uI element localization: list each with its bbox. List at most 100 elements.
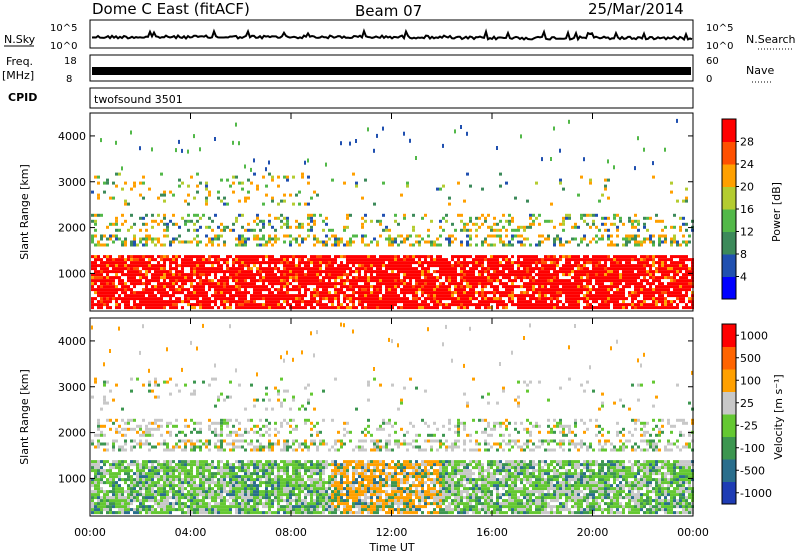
echo-cell — [163, 276, 166, 280]
echo-cell — [106, 472, 109, 476]
echo-cell — [262, 267, 265, 271]
echo-cell — [259, 270, 262, 274]
echo-cell — [298, 297, 301, 301]
echo-cell — [631, 297, 634, 301]
echo-cell — [568, 255, 571, 259]
echo-cell — [280, 294, 283, 298]
echo-cell — [574, 258, 577, 262]
echo-cell — [208, 225, 211, 229]
echo-cell — [178, 508, 181, 512]
echo-cell — [379, 267, 382, 271]
echo-cell — [115, 264, 118, 268]
echo-cell — [223, 487, 226, 491]
echo-cell — [391, 276, 394, 280]
echo-cell — [157, 383, 160, 387]
echo-cell — [316, 193, 319, 197]
echo-cell — [229, 297, 232, 301]
echo-cell — [658, 261, 661, 265]
echo-cell — [310, 261, 313, 265]
echo-cell — [460, 291, 463, 295]
echo-cell — [229, 294, 232, 298]
echo-cell — [220, 442, 223, 446]
echo-cell — [334, 234, 337, 238]
echo-cell — [172, 460, 175, 464]
echo-cell — [358, 288, 361, 292]
echo-cell — [133, 508, 136, 512]
echo-cell — [151, 219, 154, 223]
echo-cell — [364, 261, 367, 265]
echo-cell — [289, 261, 292, 265]
echo-cell — [454, 228, 457, 232]
echo-cell — [379, 264, 382, 268]
echo-cell — [673, 282, 676, 286]
echo-cell — [148, 469, 151, 473]
echo-cell — [670, 303, 673, 307]
echo-cell — [427, 228, 430, 232]
echo-cell — [418, 258, 421, 262]
echo-cell — [508, 222, 511, 226]
echo-cell — [520, 255, 523, 259]
echo-cell — [196, 460, 199, 464]
echo-cell — [448, 261, 451, 265]
echo-cell — [187, 193, 190, 197]
echo-cell — [280, 291, 283, 295]
echo-cell — [295, 237, 298, 241]
echo-cell — [373, 306, 376, 310]
echo-cell — [559, 270, 562, 274]
echo-cell — [163, 463, 166, 467]
echo-cell — [616, 285, 619, 289]
echo-cell — [232, 300, 235, 304]
echo-cell — [130, 213, 133, 217]
echo-cell — [496, 267, 499, 271]
echo-cell — [124, 460, 127, 464]
echo-cell — [574, 297, 577, 301]
echo-cell — [193, 288, 196, 292]
echo-cell — [205, 475, 208, 479]
echo-cell — [187, 484, 190, 488]
echo-cell — [370, 306, 373, 310]
echo-cell — [211, 460, 214, 464]
echo-cell — [166, 466, 169, 470]
echo-cell — [664, 273, 667, 277]
echo-cell — [394, 288, 397, 292]
echo-cell — [154, 460, 157, 464]
echo-cell — [361, 225, 364, 229]
echo-cell — [553, 273, 556, 277]
echo-cell — [217, 225, 220, 229]
echo-cell — [493, 285, 496, 289]
echo-cell — [634, 294, 637, 298]
echo-cell — [556, 264, 559, 268]
echo-cell — [268, 264, 271, 268]
echo-cell — [376, 276, 379, 280]
echo-cell — [631, 225, 634, 229]
echo-cell — [118, 478, 121, 482]
echo-cell — [157, 288, 160, 292]
echo-cell — [661, 276, 664, 280]
echo-cell — [199, 466, 202, 470]
echo-cell — [220, 481, 223, 485]
echo-cell — [598, 270, 601, 274]
echo-cell — [616, 255, 619, 259]
echo-cell — [235, 243, 238, 247]
echo-cell — [100, 297, 103, 301]
echo-cell — [541, 306, 544, 310]
echo-cell — [529, 279, 532, 283]
echo-cell — [157, 261, 160, 265]
echo-cell — [220, 475, 223, 479]
echo-cell — [220, 270, 223, 274]
echo-cell — [412, 276, 415, 280]
echo-cell — [148, 279, 151, 283]
echo-cell — [397, 234, 400, 238]
echo-cell — [565, 267, 568, 271]
echo-cell — [481, 187, 484, 191]
echo-cell — [202, 291, 205, 295]
echo-cell — [373, 291, 376, 295]
echo-cell — [283, 270, 286, 274]
echo-cell — [334, 270, 337, 274]
echo-cell — [187, 276, 190, 280]
echo-cell — [193, 380, 196, 384]
echo-cell — [184, 424, 187, 428]
echo-cell — [262, 234, 265, 238]
echo-cell — [517, 303, 520, 307]
echo-cell — [610, 294, 613, 298]
